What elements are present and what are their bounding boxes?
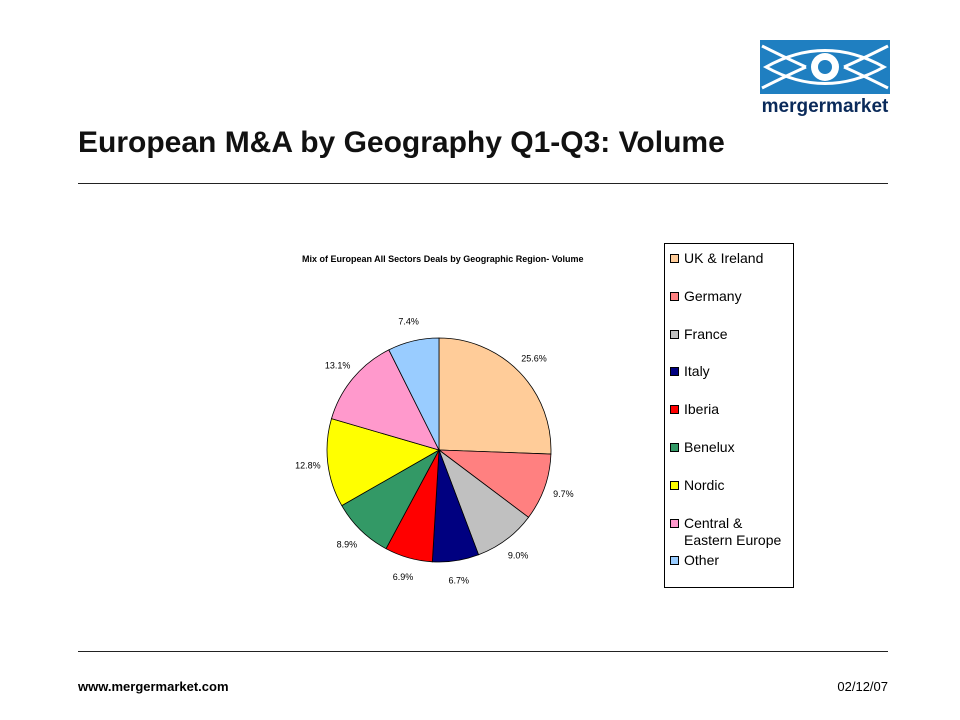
footer-divider (78, 651, 888, 652)
footer-date: 02/12/07 (837, 679, 888, 694)
legend-swatch (670, 254, 679, 263)
pie-data-label: 13.1% (325, 360, 351, 370)
legend-swatch (670, 480, 679, 490)
legend-swatch (670, 405, 679, 415)
logo-emblem (760, 40, 890, 94)
legend-swatch (670, 329, 679, 339)
mergermarket-logo: mergermarket (760, 40, 890, 120)
pie-data-label: 6.7% (449, 576, 470, 586)
pie-data-label: 12.8% (295, 460, 321, 470)
pie-data-label: 8.9% (337, 540, 358, 550)
page-title: European M&A by Geography Q1-Q3: Volume (78, 126, 725, 159)
pie-data-label: 9.0% (508, 551, 529, 561)
legend-swatch (670, 291, 679, 301)
legend-swatch (670, 443, 679, 452)
pie-slice-uk-ireland (438, 337, 552, 455)
pie-data-label: 25.6% (521, 353, 547, 363)
legend-swatch (670, 556, 679, 566)
pie-data-label: 9.7% (553, 489, 574, 499)
legend-label: Benelux (684, 439, 735, 455)
logo-text: mergermarket (761, 96, 889, 117)
legend-swatch (670, 518, 679, 528)
legend-label: Germany (684, 287, 742, 304)
legend-swatch (670, 367, 679, 377)
legend-label: Italy (684, 363, 710, 380)
pie-slice-nordic (326, 418, 441, 507)
pie-chart: 25.6% 9.7% 9.0% 6.7% 6.9% 8.9% 12.8% 13.1% 7.4% (295, 317, 574, 586)
legend-label: Iberia (684, 401, 720, 418)
legend-label: Nordic (684, 476, 725, 493)
chart-title: Mix of European All Sectors Deals by Geo… (302, 254, 584, 264)
pie-slice-central-eastern-europe (330, 349, 440, 451)
eye-icon (761, 44, 889, 90)
title-divider (78, 183, 888, 184)
legend-label: Other (684, 552, 720, 569)
legend-label: UK & Ireland (684, 250, 764, 266)
legend-label: Central & Eastern Europe (684, 514, 782, 548)
pie-data-label: 7.4% (398, 317, 419, 327)
pie-data-label: 6.9% (393, 572, 414, 582)
chart-legend: UK & Ireland Germany France Italy Iberia Bene… (664, 243, 794, 588)
pie-slice-other (388, 337, 440, 451)
legend-label: France (684, 325, 728, 342)
footer-url[interactable]: www.mergermarket.com (78, 679, 229, 694)
